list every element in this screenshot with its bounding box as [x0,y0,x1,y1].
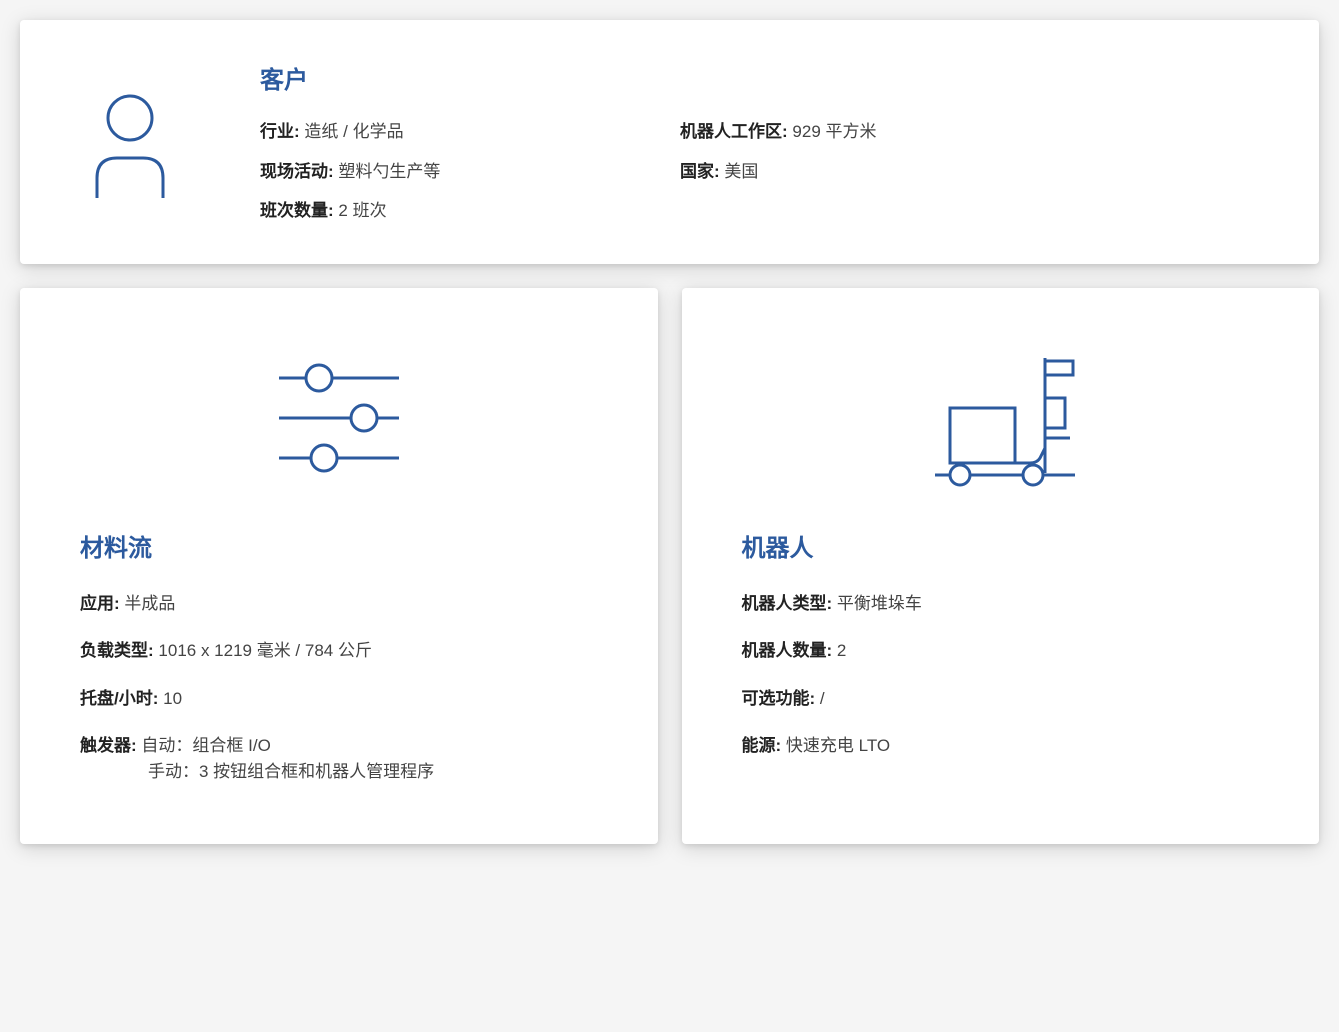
workarea-label: 机器人工作区: [680,122,788,141]
field-robot-count: 机器人数量: 2 [742,638,1260,664]
field-energy: 能源: 快速充电 LTO [742,733,1260,759]
customer-card: 客户 行业: 造纸 / 化学品 现场活动: 塑料勺生产等 班次数量: 2 班次 [20,20,1319,264]
field-pallets: 托盘/小时: 10 [80,686,598,712]
customer-content: 客户 行业: 造纸 / 化学品 现场活动: 塑料勺生产等 班次数量: 2 班次 [260,60,1269,224]
options-label: 可选功能: [742,689,816,708]
user-icon [70,60,190,200]
field-shifts: 班次数量: 2 班次 [260,198,560,224]
industry-label: 行业: [260,122,300,141]
triggers-line1: 自动：组合框 I/O [141,736,270,755]
activity-value: 塑料勺生产等 [338,162,440,181]
robot-card: 机器人 机器人类型: 平衡堆垛车 机器人数量: 2 可选功能: / 能源: 快速… [682,288,1320,845]
field-activity: 现场活动: 塑料勺生产等 [260,159,560,185]
shifts-label: 班次数量: [260,201,334,220]
robot-count-value: 2 [837,641,846,660]
customer-title: 客户 [260,60,1269,95]
activity-label: 现场活动: [260,162,334,181]
pallets-value: 10 [163,689,182,708]
field-industry: 行业: 造纸 / 化学品 [260,119,560,145]
field-application: 应用: 半成品 [80,591,598,617]
field-country: 国家: 美国 [680,159,877,185]
robot-title: 机器人 [742,528,1260,563]
robot-type-label: 机器人类型: [742,594,833,613]
country-label: 国家: [680,162,720,181]
material-flow-title: 材料流 [80,528,598,563]
field-workarea: 机器人工作区: 929 平方米 [680,119,877,145]
application-label: 应用: [80,594,120,613]
field-robot-type: 机器人类型: 平衡堆垛车 [742,591,1260,617]
energy-value: 快速充电 LTO [786,736,890,755]
info-card-grid: 客户 行业: 造纸 / 化学品 现场活动: 塑料勺生产等 班次数量: 2 班次 [20,20,1319,844]
country-value: 美国 [724,162,758,181]
shifts-value: 2 班次 [338,201,386,220]
application-value: 半成品 [124,594,175,613]
field-options: 可选功能: / [742,686,1260,712]
load-type-label: 负载类型: [80,641,154,660]
workarea-value: 929 平方米 [792,122,876,141]
forklift-icon [915,338,1085,498]
robot-type-value: 平衡堆垛车 [837,594,922,613]
sliders-icon [269,338,409,498]
field-load-type: 负载类型: 1016 x 1219 毫米 / 784 公斤 [80,638,598,664]
triggers-line2: 手动：3 按钮组合框和机器人管理程序 [148,762,434,781]
robot-count-label: 机器人数量: [742,641,833,660]
options-value: / [820,689,825,708]
industry-value: 造纸 / 化学品 [304,122,403,141]
bottom-row: 材料流 应用: 半成品 负载类型: 1016 x 1219 毫米 / 784 公… [20,288,1319,845]
triggers-label: 触发器: [80,736,137,755]
pallets-label: 托盘/小时: [80,689,158,708]
energy-label: 能源: [742,736,782,755]
field-triggers: 触发器: 自动：组合框 I/O 手动：3 按钮组合框和机器人管理程序 [80,733,598,784]
material-flow-card: 材料流 应用: 半成品 负载类型: 1016 x 1219 毫米 / 784 公… [20,288,658,845]
load-type-value: 1016 x 1219 毫米 / 784 公斤 [158,641,372,660]
